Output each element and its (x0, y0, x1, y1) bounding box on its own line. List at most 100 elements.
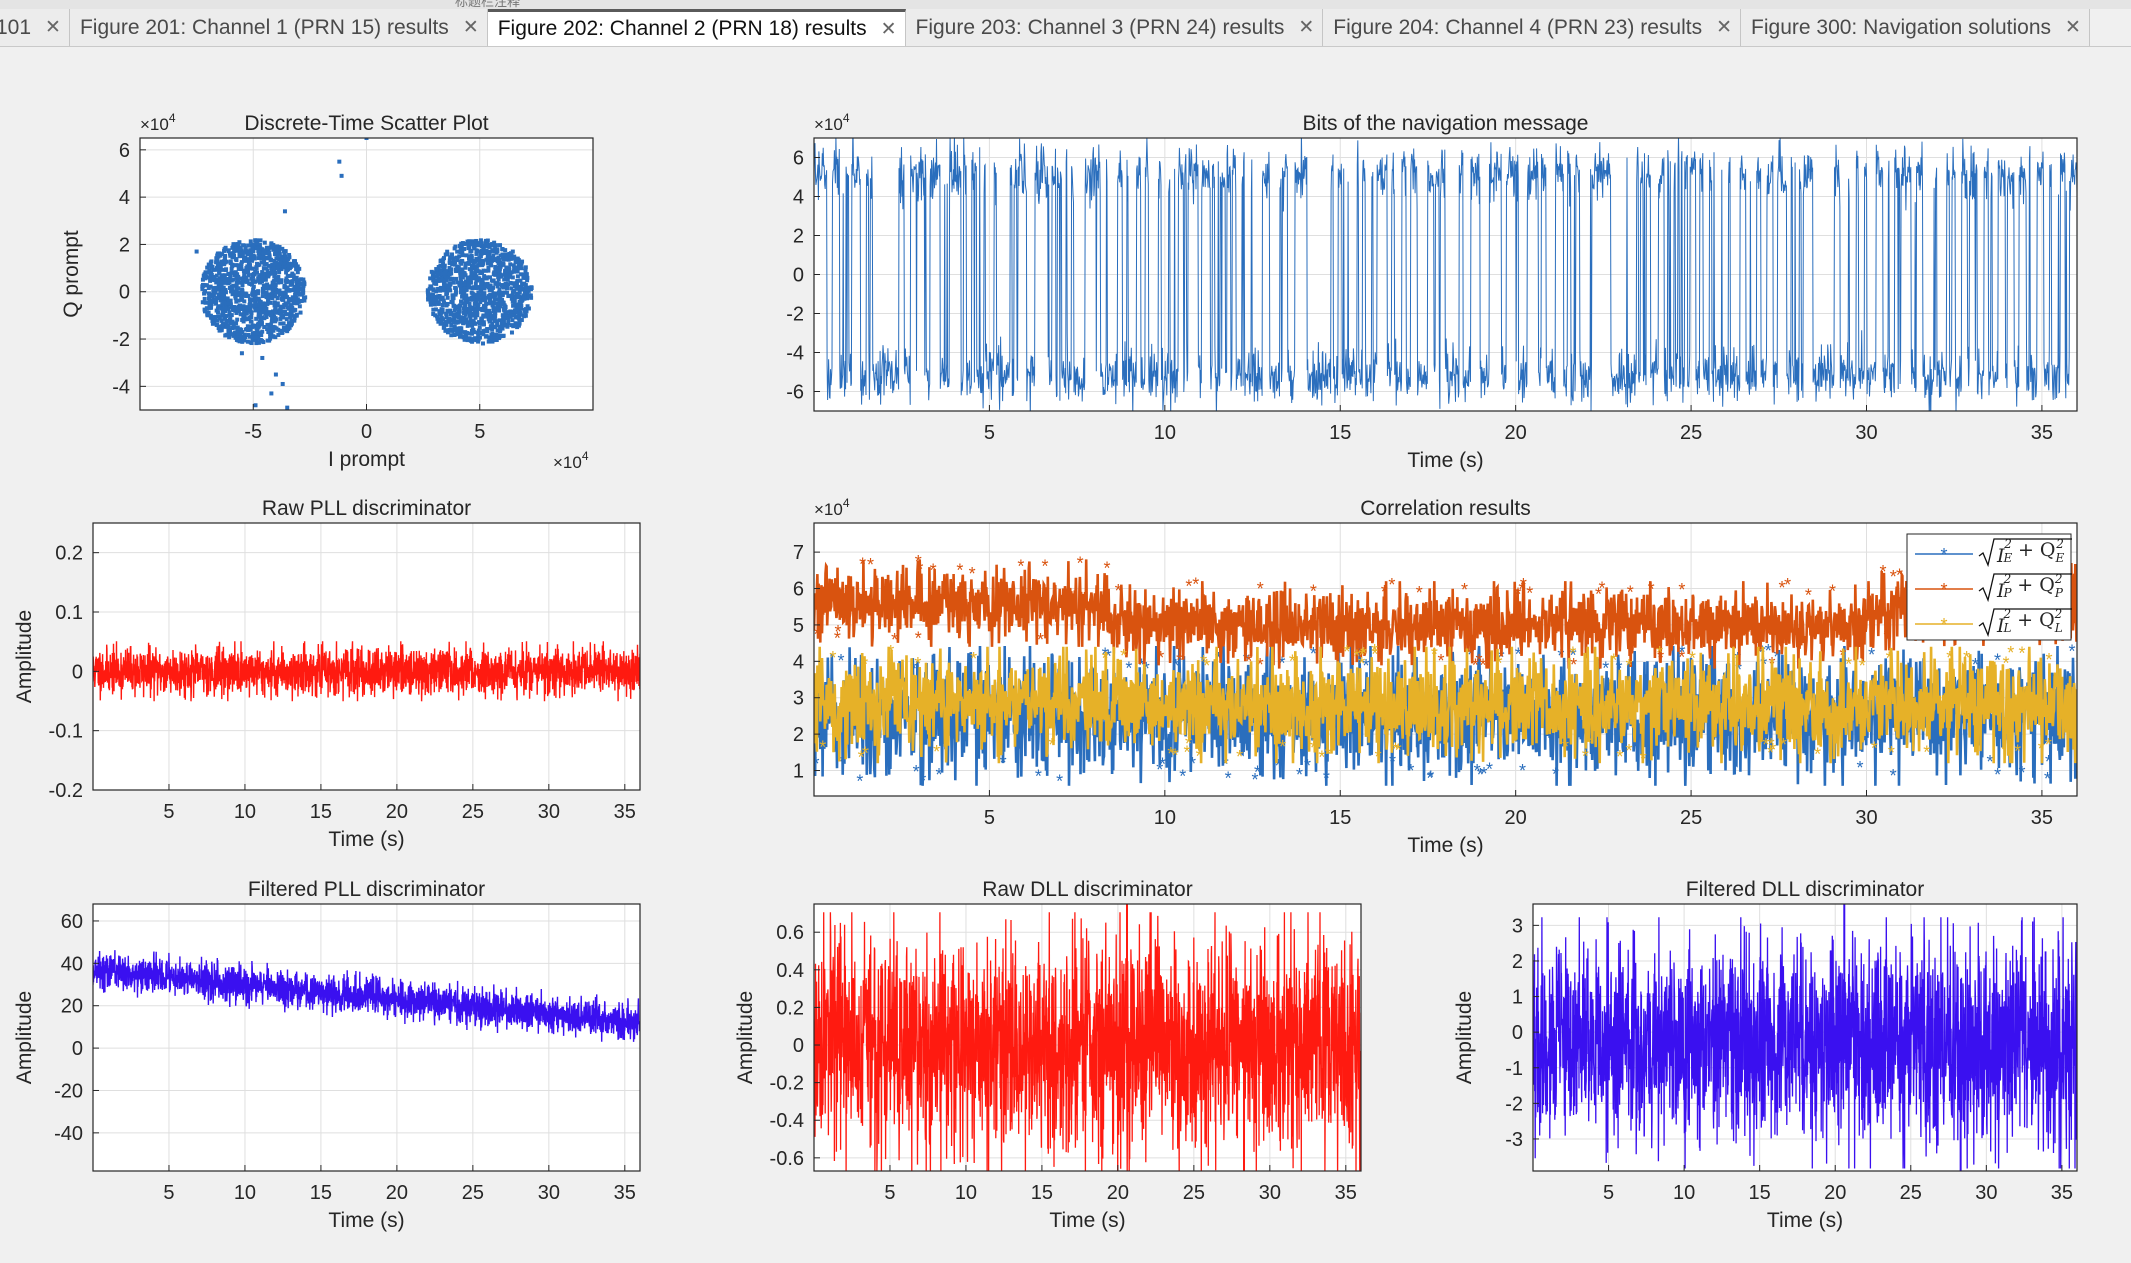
scatter-point (470, 339, 475, 344)
close-icon[interactable]: ✕ (880, 18, 897, 40)
tab-figure-0[interactable]: 101 ✕ (0, 9, 70, 46)
y-tick-label: 0.4 (776, 960, 804, 982)
scatter-point (211, 287, 216, 292)
scatter-point (268, 322, 273, 327)
scatter-point (283, 312, 288, 317)
star-marker: * (1987, 752, 1994, 772)
star-marker: * (1946, 648, 1953, 668)
star-marker: * (1495, 653, 1502, 673)
scatter-point (281, 305, 286, 310)
plot-area[interactable] (93, 904, 640, 1171)
scatter-point (480, 270, 485, 275)
scatter-point (505, 268, 510, 273)
star-marker: * (2007, 643, 2014, 663)
scatter-point (194, 249, 199, 254)
scatter-point (214, 280, 219, 285)
scatter-point (268, 300, 273, 305)
scatter-point (282, 291, 287, 296)
scatter-point (246, 261, 251, 266)
star-marker: * (1526, 584, 1533, 604)
close-icon[interactable]: ✕ (462, 17, 479, 38)
scatter-point (233, 257, 238, 262)
close-icon[interactable]: ✕ (45, 17, 61, 38)
close-icon[interactable]: ✕ (1716, 17, 1733, 38)
legend-item-P[interactable]: * IP2 + QP2 (1915, 572, 2072, 603)
scatter-point (225, 296, 230, 301)
scatter-point (456, 265, 461, 270)
scatter-point (462, 337, 467, 342)
scatter-point (483, 328, 488, 333)
scatter-point (281, 315, 286, 320)
scatter-point (425, 288, 430, 293)
star-marker: * (1856, 758, 1863, 778)
scatter-point (240, 283, 245, 288)
scatter-point (448, 277, 453, 282)
tab-figure-4[interactable]: Figure 204: Channel 4 (PRN 23) results ✕ (1323, 9, 1742, 46)
scatter-point (486, 317, 491, 322)
scatter-point (441, 286, 446, 291)
star-marker: * (1225, 769, 1232, 789)
scatter-point (232, 273, 237, 278)
scatter-point (445, 309, 450, 314)
axes-filtpll: 5 10 15 20 25 30 35 -40 -20 0 20 40 60 Filtered PLL d… (13, 878, 641, 1232)
scatter-point (262, 240, 267, 245)
legend-item-E[interactable]: * IE2 + QE2 (1915, 537, 2072, 568)
scatter-point (265, 273, 270, 278)
scatter-point (450, 297, 455, 302)
scatter-point (234, 263, 239, 268)
star-marker: * (1859, 656, 1866, 676)
scatter-point (262, 248, 267, 253)
scatter-point (509, 253, 514, 258)
scatter-point (513, 295, 518, 300)
scatter-point (490, 339, 495, 344)
tab-figure-3[interactable]: Figure 203: Channel 3 (PRN 24) results ✕ (905, 9, 1324, 46)
scatter-point (231, 283, 236, 288)
scatter-point (447, 316, 452, 321)
scatter-point (481, 268, 486, 273)
scatter-point (260, 355, 265, 360)
scatter-point (246, 293, 251, 298)
tab-figure-2[interactable]: Figure 202: Channel 2 (PRN 18) results ✕ (487, 9, 906, 46)
scatter-point (261, 266, 266, 271)
legend-item-L[interactable]: * IL2 + QL2 (1915, 607, 2072, 638)
legend[interactable]: * IE2 + QE2 * IP2 + QP2 * IL2 + QL2 (1906, 533, 2072, 641)
scatter-point (487, 319, 492, 324)
scatter-point (253, 403, 258, 408)
scatter-point (285, 285, 290, 290)
scatter-point (501, 320, 506, 325)
scatter-point (258, 238, 263, 243)
star-marker: * (1626, 656, 1633, 676)
close-icon[interactable]: ✕ (1298, 17, 1315, 38)
tab-figure-1[interactable]: Figure 201: Channel 1 (PRN 15) results ✕ (69, 9, 488, 46)
scatter-point (282, 251, 287, 256)
scatter-point (431, 287, 436, 292)
scatter-point (467, 331, 472, 336)
scatter-point (514, 285, 519, 290)
scatter-point (247, 251, 252, 256)
scatter-point (491, 291, 496, 296)
scatter-point (265, 322, 270, 327)
star-marker: * (933, 742, 940, 762)
scatter-point (436, 271, 441, 276)
star-marker: * (1176, 651, 1183, 671)
scatter-point (495, 271, 500, 276)
close-icon[interactable]: ✕ (2065, 17, 2081, 38)
scatter-point (496, 277, 501, 282)
scatter-point (219, 279, 224, 284)
scatter-point (257, 242, 262, 247)
scatter-point (236, 329, 241, 334)
scatter-point (486, 242, 491, 247)
star-marker: * (1762, 735, 1769, 755)
scatter-point (202, 307, 207, 312)
scatter-point (230, 332, 235, 337)
star-marker: * (1215, 649, 1222, 669)
tab-figure-5[interactable]: Figure 300: Navigation solutions ✕ (1741, 9, 2090, 46)
axes-rawpll: 5 10 15 20 25 30 35 -0.2 -0.1 0 0.1 0.2 Raw PLL disc… (13, 497, 641, 851)
star-marker: * (1805, 586, 1812, 606)
scatter-point (465, 275, 470, 280)
scatter-point (269, 334, 274, 339)
scatter-point (503, 281, 508, 286)
star-marker: * (2046, 650, 2053, 670)
scatter-point (210, 321, 215, 326)
scatter-point (285, 326, 290, 331)
